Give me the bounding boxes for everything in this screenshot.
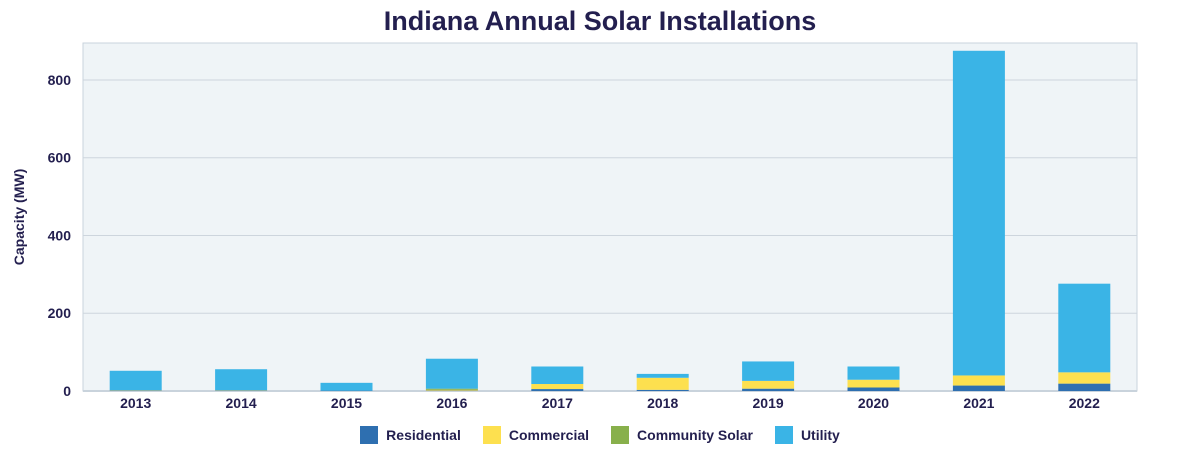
legend-label: Utility (800, 427, 840, 443)
legend-label: Residential (386, 427, 461, 443)
bar-segment-utility (742, 361, 795, 381)
bar-segment-residential (1058, 383, 1111, 391)
x-tick-label: 2016 (436, 395, 467, 411)
y-tick-label: 800 (48, 72, 72, 88)
y-tick-label: 0 (63, 383, 71, 399)
bar-segment-residential (952, 385, 1005, 391)
bar-segment-utility (109, 370, 162, 391)
x-tick-label: 2021 (963, 395, 994, 411)
bar-segment-utility (320, 382, 373, 391)
bar-segment-commercial (742, 380, 795, 389)
bar-segment-commercial (425, 389, 478, 391)
bar-segment-commercial (531, 384, 584, 390)
bar-segment-utility (531, 366, 584, 385)
bar-segment-commercial (636, 377, 689, 390)
legend-item: Utility (774, 426, 840, 444)
stacked-bar-chart: 0 200 400 600 800 Capacity (MW) 2013 2014 2015 20… (11, 42, 1138, 411)
y-tick-label: 400 (48, 227, 72, 243)
bar-segment-commercial (1058, 372, 1111, 384)
x-tick-label: 2020 (858, 395, 889, 411)
y-tick-label: 600 (48, 150, 72, 166)
bar-segment-community-solar (425, 388, 478, 390)
legend-item: Commercial (482, 426, 590, 444)
bar-segment-commercial (847, 379, 900, 388)
legend-swatch (360, 426, 379, 444)
bar-segment-utility (1058, 283, 1111, 373)
chart-title: Indiana Annual Solar Installations (383, 6, 817, 36)
legend-label: Commercial (508, 427, 590, 443)
bar-segment-residential (742, 388, 795, 391)
x-tick-label: 2014 (226, 395, 257, 411)
legend-swatch (611, 426, 630, 444)
bar-segment-residential (531, 389, 584, 391)
x-tick-label: 2019 (753, 395, 784, 411)
x-tick-label: 2013 (120, 395, 151, 411)
x-tick-label: 2015 (331, 395, 362, 411)
x-tick-label: 2018 (647, 395, 678, 411)
bar-segment-utility (425, 358, 478, 389)
legend-swatch (774, 426, 793, 444)
x-tick-label: 2022 (1069, 395, 1100, 411)
bar-segment-utility (952, 50, 1005, 376)
legend-item: Residential (360, 426, 461, 444)
y-axis-label: Capacity (MW) (11, 169, 27, 265)
bar-segment-utility (215, 369, 268, 391)
bar-segment-utility (847, 366, 900, 380)
bar-segment-utility (636, 373, 689, 378)
bar-segment-commercial (952, 375, 1005, 386)
x-tick-label: 2017 (542, 395, 573, 411)
bar-segment-residential (847, 387, 900, 391)
bar-segment-residential (636, 389, 689, 391)
legend-item: Community Solar (611, 426, 753, 444)
legend-swatch (482, 426, 501, 444)
legend: Residential Commercial Community Solar Util… (0, 426, 1200, 444)
y-tick-label: 200 (48, 305, 72, 321)
legend-label: Community Solar (637, 427, 753, 443)
